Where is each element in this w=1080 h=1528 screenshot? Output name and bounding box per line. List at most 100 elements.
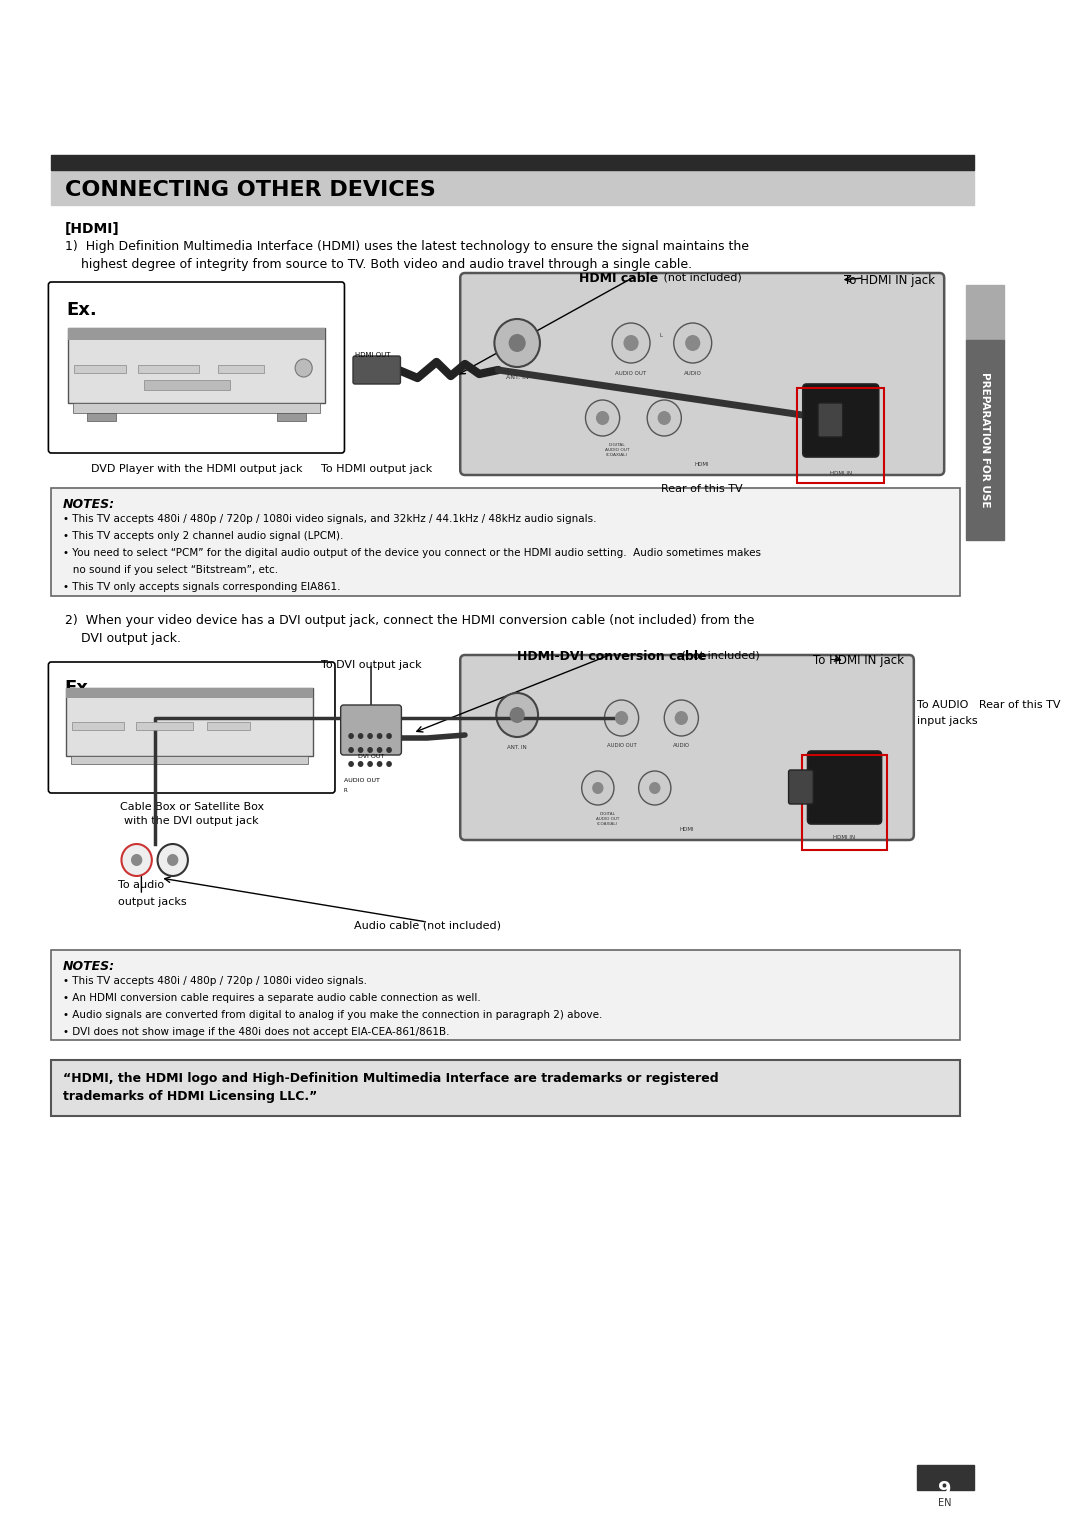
FancyBboxPatch shape <box>353 356 401 384</box>
Text: AUDIO: AUDIO <box>673 743 690 749</box>
Text: CONNECTING OTHER DEVICES: CONNECTING OTHER DEVICES <box>65 180 435 200</box>
Bar <box>917 1465 973 1490</box>
Text: To DVI output jack: To DVI output jack <box>321 660 421 669</box>
Text: To HDMI IN jack: To HDMI IN jack <box>843 274 934 287</box>
Circle shape <box>387 761 392 767</box>
Text: EN: EN <box>939 1497 951 1508</box>
Text: ANT. IN: ANT. IN <box>505 374 528 380</box>
Text: trademarks of HDMI Licensing LLC.”: trademarks of HDMI Licensing LLC.” <box>63 1089 316 1103</box>
Text: 2)  When your video device has a DVI output jack, connect the HDMI conversion ca: 2) When your video device has a DVI outp… <box>65 614 754 626</box>
Text: PREPARATION FOR USE: PREPARATION FOR USE <box>980 373 990 507</box>
Text: AUDIO OUT: AUDIO OUT <box>607 743 636 749</box>
Text: • You need to select “PCM” for the digital audio output of the device you connec: • You need to select “PCM” for the digit… <box>63 549 760 558</box>
Circle shape <box>495 319 540 367</box>
Circle shape <box>348 747 354 753</box>
Circle shape <box>582 772 613 805</box>
Circle shape <box>348 733 354 740</box>
Bar <box>87 413 116 422</box>
Circle shape <box>510 707 525 723</box>
Bar <box>136 723 192 730</box>
Circle shape <box>585 400 620 435</box>
Circle shape <box>367 761 373 767</box>
Circle shape <box>638 772 671 805</box>
Text: DVD Player with the HDMI output jack: DVD Player with the HDMI output jack <box>91 465 302 474</box>
Circle shape <box>623 335 638 351</box>
Text: AUDIO OUT: AUDIO OUT <box>343 778 379 782</box>
Text: output jacks: output jacks <box>118 897 186 908</box>
Text: • This TV accepts 480i / 480p / 720p / 1080i video signals.: • This TV accepts 480i / 480p / 720p / 1… <box>63 976 366 986</box>
Text: no sound if you select “Bitstream”, etc.: no sound if you select “Bitstream”, etc. <box>63 565 278 575</box>
Bar <box>67 688 313 698</box>
Circle shape <box>647 400 681 435</box>
Text: HDMI IN: HDMI IN <box>829 471 852 477</box>
Text: HDMI-DVI conversion cable: HDMI-DVI conversion cable <box>517 649 706 663</box>
Bar <box>73 403 320 413</box>
Bar <box>966 286 1004 341</box>
Bar <box>71 756 309 764</box>
FancyBboxPatch shape <box>49 283 345 452</box>
Circle shape <box>158 843 188 876</box>
Text: 9: 9 <box>939 1481 951 1499</box>
Bar <box>51 950 960 1041</box>
Text: NOTES:: NOTES: <box>63 960 114 973</box>
Text: Ex.: Ex. <box>65 678 95 697</box>
Text: HDMI: HDMI <box>679 827 694 833</box>
Circle shape <box>357 747 364 753</box>
FancyBboxPatch shape <box>818 403 842 437</box>
Bar <box>51 154 973 170</box>
Text: To HDMI IN jack: To HDMI IN jack <box>813 654 904 668</box>
Text: Cable Box or Satellite Box: Cable Box or Satellite Box <box>120 802 264 811</box>
FancyBboxPatch shape <box>49 662 335 793</box>
Bar <box>218 365 264 373</box>
Text: DVI OUT: DVI OUT <box>357 753 384 759</box>
Text: • This TV accepts 480i / 480p / 720p / 1080i video signals, and 32kHz / 44.1kHz : • This TV accepts 480i / 480p / 720p / 1… <box>63 513 596 524</box>
Circle shape <box>121 843 152 876</box>
FancyBboxPatch shape <box>808 750 881 824</box>
Text: DIGITAL
AUDIO OUT
(COAXIAL): DIGITAL AUDIO OUT (COAXIAL) <box>605 443 629 457</box>
FancyBboxPatch shape <box>460 274 944 475</box>
Text: Audio cable (not included): Audio cable (not included) <box>353 920 500 931</box>
Text: with the DVI output jack: with the DVI output jack <box>124 816 259 827</box>
Circle shape <box>615 711 629 724</box>
Circle shape <box>295 359 312 377</box>
Circle shape <box>377 733 382 740</box>
Text: L: L <box>660 333 663 338</box>
Bar <box>137 365 200 373</box>
Text: DIGITAL
AUDIO OUT
(COAXIAL): DIGITAL AUDIO OUT (COAXIAL) <box>596 811 619 825</box>
Bar <box>801 755 888 850</box>
Bar <box>207 723 249 730</box>
FancyBboxPatch shape <box>340 704 402 755</box>
Text: Ex.: Ex. <box>67 301 97 319</box>
Circle shape <box>605 700 638 736</box>
Text: • This TV accepts only 2 channel audio signal (LPCM).: • This TV accepts only 2 channel audio s… <box>63 532 343 541</box>
Text: To AUDIO   Rear of this TV: To AUDIO Rear of this TV <box>917 700 1061 711</box>
Bar <box>145 380 230 390</box>
Circle shape <box>674 322 712 364</box>
FancyBboxPatch shape <box>802 384 879 457</box>
Bar <box>966 341 1004 539</box>
Bar <box>67 688 313 756</box>
Circle shape <box>357 761 364 767</box>
Text: R: R <box>343 788 348 793</box>
Text: Rear of this TV: Rear of this TV <box>661 484 743 494</box>
Text: highest degree of integrity from source to TV. Both video and audio travel throu: highest degree of integrity from source … <box>65 258 691 270</box>
Text: “HDMI, the HDMI logo and High-Definition Multimedia Interface are trademarks or : “HDMI, the HDMI logo and High-Definition… <box>63 1073 718 1085</box>
Text: HDMI: HDMI <box>694 461 710 468</box>
Text: HDMI cable: HDMI cable <box>579 272 658 286</box>
Text: • This TV only accepts signals corresponding EIA861.: • This TV only accepts signals correspon… <box>63 582 340 591</box>
Text: DVI output jack.: DVI output jack. <box>65 633 180 645</box>
Circle shape <box>685 335 700 351</box>
Text: AUDIO OUT: AUDIO OUT <box>616 371 647 376</box>
Circle shape <box>131 854 143 866</box>
Circle shape <box>387 747 392 753</box>
Bar <box>68 329 324 341</box>
Bar <box>75 365 126 373</box>
Circle shape <box>596 411 609 425</box>
FancyBboxPatch shape <box>788 770 813 804</box>
Bar <box>72 723 124 730</box>
Circle shape <box>592 782 604 795</box>
Text: To HDMI output jack: To HDMI output jack <box>321 465 432 474</box>
Text: NOTES:: NOTES: <box>63 498 114 510</box>
Circle shape <box>387 733 392 740</box>
Bar <box>51 487 960 596</box>
